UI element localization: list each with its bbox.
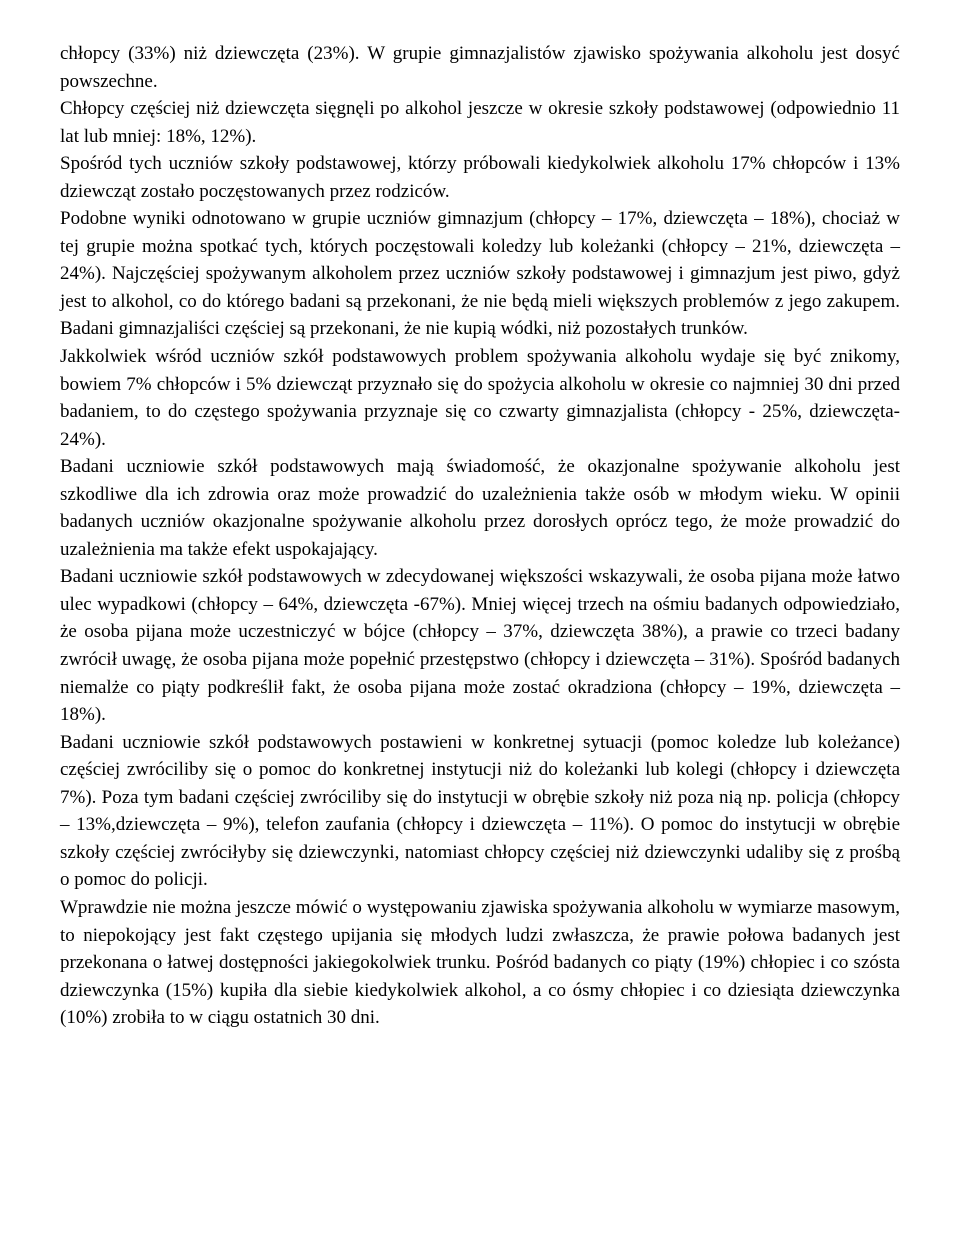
- paragraph: Badani uczniowie szkół podstawowych post…: [60, 729, 900, 894]
- paragraph: Badani uczniowie szkół podstawowych mają…: [60, 453, 900, 563]
- paragraph: Podobne wyniki odnotowano w grupie uczni…: [60, 205, 900, 343]
- paragraph: Jakkolwiek wśród uczniów szkół podstawow…: [60, 343, 900, 453]
- paragraph: Wprawdzie nie można jeszcze mówić o wyst…: [60, 894, 900, 1032]
- document-page: chłopcy (33%) niż dziewczęta (23%). W gr…: [0, 0, 960, 1072]
- paragraph: Badani uczniowie szkół podstawowych w zd…: [60, 563, 900, 728]
- paragraph: Spośród tych uczniów szkoły podstawowej,…: [60, 150, 900, 205]
- paragraph: Chłopcy częściej niż dziewczęta sięgnęli…: [60, 95, 900, 150]
- paragraph: chłopcy (33%) niż dziewczęta (23%). W gr…: [60, 40, 900, 95]
